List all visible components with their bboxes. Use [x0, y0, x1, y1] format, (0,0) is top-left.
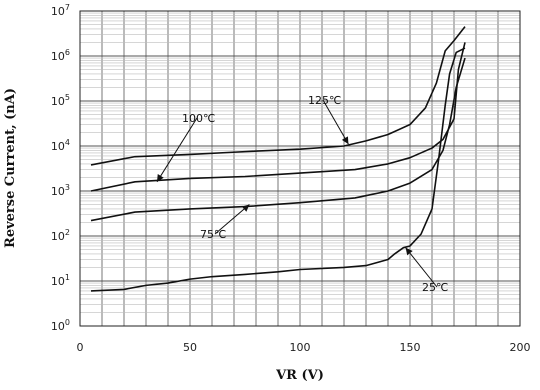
y-tick-label: 106: [51, 48, 70, 63]
y-axis-title: Reverse Current, (nA): [3, 88, 18, 248]
annotation-arrow-line: [322, 99, 349, 145]
tick-labels: 0 50 100 150 200 100 101 102 103 104 105 106 107: [51, 3, 531, 354]
grid: [80, 11, 520, 326]
plot-frame: [79, 10, 521, 327]
annotation-arrow-head: [241, 204, 250, 212]
series-line-3: [90, 47, 466, 292]
x-tick-label: 100: [290, 341, 311, 354]
y-tick-label: 107: [51, 3, 70, 18]
series-line-0: [90, 26, 466, 166]
annotation-arrow-line: [156, 117, 198, 183]
annotation-arrow-head: [157, 174, 164, 182]
annotations: 125℃ 100℃ 75℃ 25℃: [156, 94, 448, 294]
series-line-1: [90, 42, 466, 192]
y-tick-label: 103: [51, 183, 70, 198]
x-axis-title: VR (V): [275, 368, 324, 383]
annotation-label: 100℃: [182, 112, 215, 125]
series-lines: [90, 26, 466, 292]
y-tick-label: 102: [51, 228, 70, 243]
annotation-arrow-head: [405, 247, 413, 256]
annotation-arrow-head: [341, 136, 349, 145]
x-tick-label: 200: [510, 341, 531, 354]
annotation-arrow-line: [405, 247, 438, 288]
x-tick-label: 0: [77, 341, 84, 354]
series-line-2: [90, 57, 466, 222]
annotation-label: 25℃: [422, 281, 448, 294]
y-tick-label: 104: [51, 138, 70, 153]
x-tick-label: 150: [400, 341, 421, 354]
x-tick-label: 50: [183, 341, 197, 354]
y-tick-label: 100: [51, 318, 70, 333]
y-tick-label: 105: [51, 93, 70, 108]
annotation-label: 75℃: [200, 228, 226, 241]
annotation-label: 125℃: [308, 94, 341, 107]
annotation-arrow-line: [214, 204, 250, 235]
y-tick-label: 101: [51, 273, 70, 288]
